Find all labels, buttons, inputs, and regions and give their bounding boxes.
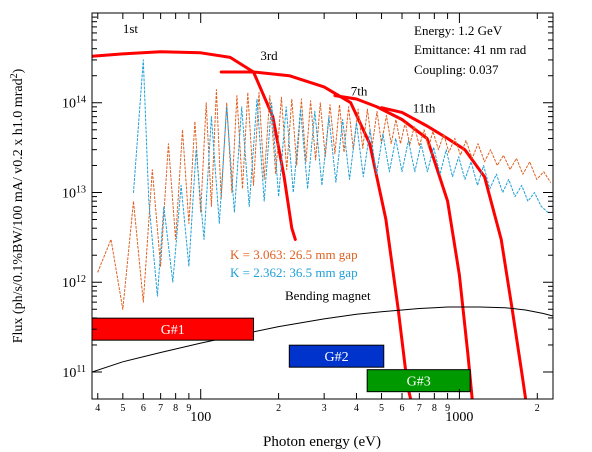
series-line-7th xyxy=(333,94,474,399)
x-minor-tick-label: 7 xyxy=(158,403,163,414)
series-line-bending-magnet xyxy=(92,306,553,373)
x-axis-title: Photon energy (eV) xyxy=(263,434,381,450)
x-minor-tick-label: 4 xyxy=(95,403,100,414)
y-major-tick-label: 1012 xyxy=(62,274,86,292)
series-line-11th xyxy=(380,106,528,399)
grating-label-g-1: G#1 xyxy=(161,323,185,338)
series-layer xyxy=(92,50,553,399)
x-minor-tick-label: 2 xyxy=(535,403,540,414)
x-minor-tick-label: 6 xyxy=(141,403,146,414)
x-minor-tick-label: 6 xyxy=(400,403,405,414)
legend-k-blue: K = 2.362: 36.5 mm gap xyxy=(230,265,358,280)
x-minor-tick-label: 3 xyxy=(322,403,327,414)
harmonic-label-3rd: 3rd xyxy=(260,48,278,63)
y-major-tick-label: 1014 xyxy=(62,94,86,112)
series-line-1st xyxy=(92,50,297,241)
harmonic-label-11th: 11th xyxy=(413,100,436,115)
series-line-3rd xyxy=(219,70,413,399)
x-major-tick-label: 100 xyxy=(190,410,211,425)
y-axis-title-main: Flux (ph/s/0.1%BW/100 mA/ v0.2 x h1.0 mr… xyxy=(11,78,26,343)
y-tick-exponent: 11 xyxy=(76,363,86,374)
grating-bar-g-2 xyxy=(288,344,385,368)
y-axis-title-sup: 2 xyxy=(9,73,20,78)
y-tick-base: 10 xyxy=(62,97,76,112)
series-line-k-3-063-26-5-mm-gap xyxy=(97,89,551,310)
x-minor-tick-label: 7 xyxy=(417,403,422,414)
grating-bar-g-3 xyxy=(366,369,471,393)
harmonic-label-1st: 1st xyxy=(123,21,139,36)
x-minor-tick-label: 5 xyxy=(120,403,125,414)
param-emittance: Emittance: 41 nm rad xyxy=(414,42,527,57)
legend-k-orange: K = 3.063: 26.5 mm gap xyxy=(230,247,358,262)
grating-label-g-2: G#2 xyxy=(324,350,348,365)
x-minor-tick-label: 4 xyxy=(354,403,359,414)
y-tick-base: 10 xyxy=(62,366,76,381)
x-major-tick-label: 1000 xyxy=(445,410,473,425)
grating-label-g-3: G#3 xyxy=(407,375,431,390)
x-minor-tick-label: 9 xyxy=(186,403,191,414)
x-minor-tick-label: 2 xyxy=(276,403,281,414)
y-tick-base: 10 xyxy=(62,276,76,291)
y-tick-exponent: 14 xyxy=(76,94,86,105)
y-major-tick-label: 1013 xyxy=(62,184,86,202)
y-major-tick-label: 1011 xyxy=(62,363,86,381)
param-energy: Energy: 1.2 GeV xyxy=(414,23,503,38)
harmonic-label-7th: 7th xyxy=(351,84,368,99)
grating-layer: G#1 G#2 G#3 xyxy=(91,317,471,393)
param-coupling: Coupling: 0.037 xyxy=(414,62,499,77)
y-axis-title: Flux (ph/s/0.1%BW/100 mA/ v0.2 x h1.0 mr… xyxy=(9,68,27,343)
legend-bending: Bending magnet xyxy=(285,288,371,303)
series-line-k-2-362-36-5-mm-gap xyxy=(133,59,549,297)
x-minor-tick-label: 5 xyxy=(379,403,384,414)
x-minor-tick-label: 8 xyxy=(173,403,178,414)
y-tick-base: 10 xyxy=(62,186,76,201)
x-minor-tick-label: 9 xyxy=(445,403,450,414)
harmonic-label-layer: 1st 3rd 7th 11th xyxy=(123,21,436,116)
y-axis-title-close: ) xyxy=(11,68,26,73)
y-tick-exponent: 13 xyxy=(76,184,86,195)
x-minor-tick-label: 8 xyxy=(432,403,437,414)
y-tick-exponent: 12 xyxy=(76,274,86,285)
y-axis-title-group: Flux (ph/s/0.1%BW/100 mA/ v0.2 x h1.0 mr… xyxy=(9,68,27,343)
